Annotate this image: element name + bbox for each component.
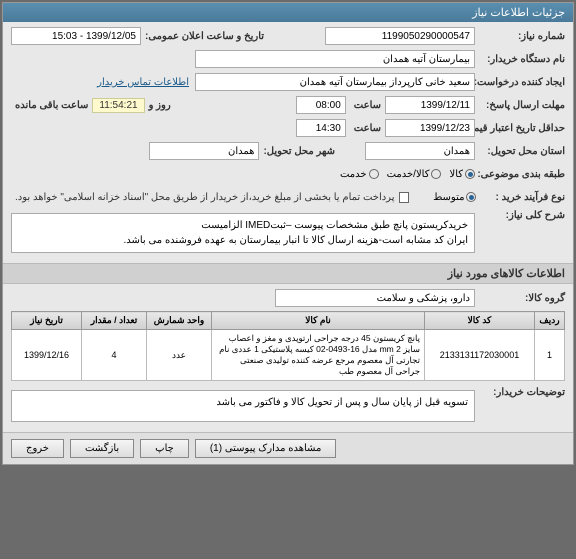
items-table: ردیف کد کالا نام کالا واحد شمارش تعداد /…: [11, 311, 565, 381]
cell-qty: 4: [82, 330, 147, 381]
creator-label: ایجاد کننده درخواست:: [475, 77, 565, 88]
buyer-label: نام دستگاه خریدار:: [475, 54, 565, 65]
contact-link[interactable]: اطلاعات تماس خریدار: [97, 77, 189, 88]
radio-goods-service[interactable]: کالا/خدمت: [387, 169, 442, 180]
table-row[interactable]: 1 2133131172030001 پانچ کریستون 45 درجه …: [12, 330, 565, 381]
titlebar: جزئیات اطلاعات نیاز: [3, 3, 573, 22]
response-time-field: 08:00: [296, 96, 346, 114]
buyer-notes-label: توضیحات خریدار:: [475, 387, 565, 398]
cell-unit: عدد: [147, 330, 212, 381]
exit-button[interactable]: خروج: [11, 439, 64, 458]
time-label-1: ساعت: [350, 100, 381, 111]
cell-name: پانچ کریستون 45 درجه جراحی ارتوپدی و مغز…: [212, 330, 425, 381]
th-qty: تعداد / مقدار: [82, 312, 147, 330]
city-field: همدان: [149, 142, 259, 160]
radio-dot-icon: [431, 169, 441, 179]
cell-code: 2133131172030001: [425, 330, 535, 381]
radio-mid-label: متوسط: [433, 192, 464, 203]
form-area: شماره نیاز: 1199050290000547 تاریخ و ساع…: [3, 22, 573, 263]
radio-goods-service-label: کالا/خدمت: [387, 169, 430, 180]
announce-field: 1399/12/05 - 15:03: [11, 27, 141, 45]
radio-dot-icon: [369, 169, 379, 179]
validity-time-field: 14:30: [296, 119, 346, 137]
response-deadline-label: مهلت ارسال پاسخ:: [475, 100, 565, 111]
remaining-label: ساعت باقی مانده: [11, 100, 88, 111]
th-idx: ردیف: [535, 312, 565, 330]
budget-label: طبقه بندی موضوعی:: [475, 169, 565, 180]
radio-mid[interactable]: متوسط: [433, 192, 476, 203]
th-code: کد کالا: [425, 312, 535, 330]
validity-label: حداقل تاریخ اعتبار قیمت: تا تاریخ:: [475, 123, 565, 134]
cell-date: 1399/12/16: [12, 330, 82, 381]
radio-dot-icon: [466, 192, 476, 202]
group-label: گروه کالا:: [475, 293, 565, 304]
announce-label: تاریخ و ساعت اعلان عمومی:: [141, 31, 264, 42]
payment-note: پرداخت تمام یا بخشی از مبلغ خرید،از خرید…: [11, 192, 395, 203]
remaining-timer: 11:54:21: [92, 98, 144, 113]
attachments-button[interactable]: مشاهده مدارک پیوستی (1): [195, 439, 337, 458]
need-desc-label: شرح کلی نیاز:: [475, 210, 565, 221]
city-label: شهر محل تحویل:: [259, 146, 335, 157]
day-label: روز و: [145, 100, 171, 111]
th-name: نام کالا: [212, 312, 425, 330]
province-field: همدان: [365, 142, 475, 160]
response-date-field: 1399/12/11: [385, 96, 475, 114]
radio-service-label: خدمت: [340, 169, 367, 180]
need-number-field: 1199050290000547: [325, 27, 475, 45]
buyer-field: بیمارستان آتیه همدان: [195, 50, 475, 68]
cell-idx: 1: [535, 330, 565, 381]
print-button[interactable]: چاپ: [140, 439, 189, 458]
need-desc-box: خریدکریستون پانچ طبق مشخصات پیوست –ثبتIM…: [11, 213, 475, 253]
validity-date-field: 1399/12/23: [385, 119, 475, 137]
radio-dot-icon: [465, 169, 475, 179]
creator-field: سعید خانی کارپرداز بیمارستان آتیه همدان: [195, 73, 475, 91]
radio-goods-label: کالا: [449, 169, 463, 180]
return-button[interactable]: بازگشت: [70, 439, 134, 458]
main-window: جزئیات اطلاعات نیاز شماره نیاز: 11990502…: [2, 2, 574, 465]
table-header-row: ردیف کد کالا نام کالا واحد شمارش تعداد /…: [12, 312, 565, 330]
process-label: نوع فرآیند خرید :: [476, 192, 565, 203]
th-unit: واحد شمارش: [147, 312, 212, 330]
buyer-notes-box: تسویه قبل از پایان سال و پس از تحویل کال…: [11, 390, 475, 422]
province-label: استان محل تحویل:: [475, 146, 565, 157]
button-row: مشاهده مدارک پیوستی (1) چاپ بازگشت خروج: [3, 432, 573, 464]
radio-goods[interactable]: کالا: [449, 169, 475, 180]
payment-checkbox[interactable]: [399, 192, 410, 203]
radio-service[interactable]: خدمت: [340, 169, 379, 180]
items-section-title: اطلاعات کالاهای مورد نیاز: [3, 263, 573, 284]
need-number-label: شماره نیاز:: [475, 31, 565, 42]
group-field: دارو، پزشکی و سلامت: [275, 289, 475, 307]
time-label-2: ساعت: [350, 123, 381, 134]
th-date: تاریخ نیاز: [12, 312, 82, 330]
